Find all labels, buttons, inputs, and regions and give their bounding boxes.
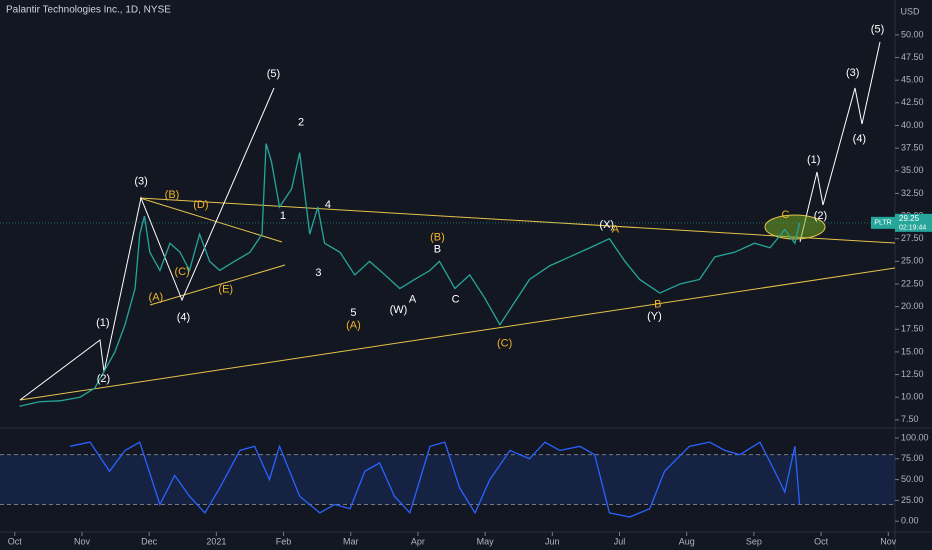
wave-label: (1) (807, 154, 820, 166)
wave-label: (3) (134, 176, 147, 188)
wave-label: 1 (280, 210, 286, 222)
wave-label: (1) (96, 317, 109, 329)
highlight-ellipse (764, 214, 826, 240)
trend-line (139, 197, 896, 244)
y-tick-label: 47.50 (901, 52, 924, 62)
x-tick-label: Sep (746, 536, 762, 546)
wave-label: 2 (298, 117, 304, 129)
x-tick-label: Dec (141, 536, 158, 546)
symbol-tag (871, 216, 895, 229)
wave-label: C (782, 209, 790, 221)
wave-label: C (452, 293, 460, 305)
drawings (19, 41, 896, 401)
x-tick-label: Aug (679, 536, 695, 546)
x-tick-label: May (477, 536, 495, 546)
y-tick-label: 10.00 (901, 392, 924, 402)
projection-path (799, 41, 881, 243)
x-tick-label: Nov (880, 536, 897, 546)
x-tick-label: Feb (276, 536, 292, 546)
y-tick-label: 25.00 (901, 495, 924, 505)
wave-label: (3) (846, 67, 859, 79)
trend-line (149, 264, 286, 306)
countdown: 02:19:44 (899, 225, 926, 232)
x-tick-label: Jun (545, 536, 560, 546)
wave-label: (C) (174, 266, 189, 278)
wave-label: (2) (814, 210, 827, 222)
chart-title: Palantir Technologies Inc., 1D, NYSE (6, 5, 171, 16)
trend-line (19, 267, 896, 401)
y-tick-label: 12.50 (901, 369, 924, 379)
y-tick-label: 32.50 (901, 188, 924, 198)
y-tick-label: 75.00 (901, 453, 924, 463)
wave-label: (Y) (647, 310, 662, 322)
wave-label: (E) (218, 283, 233, 295)
y-tick-label: 45.00 (901, 75, 924, 85)
wave-label: 5 (350, 307, 356, 319)
x-tick-label: Oct (814, 536, 829, 546)
y-tick-label: 20.00 (901, 301, 924, 311)
x-tick-label: Nov (74, 536, 91, 546)
symbol-label: PLTR (874, 220, 891, 227)
price-tag (895, 213, 932, 232)
wave-path (19, 87, 275, 401)
wave-label: (X) (599, 219, 614, 231)
wave-label: 4 (325, 199, 331, 211)
wave-label: (W) (390, 304, 408, 316)
y-tick-label: 17.50 (901, 324, 924, 334)
y-tick-label: 35.00 (901, 165, 924, 175)
wave-label: B (434, 243, 441, 255)
x-tick-label: Oct (8, 536, 23, 546)
currency: USD (900, 6, 920, 16)
y-tick-label: 22.50 (901, 278, 924, 288)
wave-label: (A) (346, 320, 361, 332)
wave-label: (5) (267, 68, 280, 80)
wave-label: B (654, 299, 661, 311)
wave-label: A (409, 293, 417, 305)
y-tick-label: 27.50 (901, 233, 924, 243)
x-tick-label: Jul (614, 536, 626, 546)
y-tick-label: 50.00 (901, 474, 924, 484)
x-tick-label: 2021 (206, 536, 226, 546)
wave-label: (2) (97, 373, 110, 385)
y-tick-label: 0.00 (901, 516, 919, 526)
wave-label: (4) (177, 311, 190, 323)
series-line (19, 143, 801, 407)
y-tick-label: 100.00 (901, 432, 929, 442)
wave-label: A (612, 224, 620, 236)
x-tick-label: Mar (343, 536, 359, 546)
series-line (69, 441, 801, 518)
y-tick-label: 25.00 (901, 256, 924, 266)
y-tick-label: 15.00 (901, 346, 924, 356)
wave-label: (B) (430, 232, 445, 244)
band (0, 454, 895, 505)
price-label: 29.25 (899, 214, 920, 223)
y-tick-label: 7.50 (901, 414, 919, 424)
y-tick-label: 50.00 (901, 29, 924, 39)
y-tick-label: 37.50 (901, 143, 924, 153)
wave-label: (D) (193, 199, 208, 211)
y-tick-label: 42.50 (901, 97, 924, 107)
wave-label: (C) (497, 338, 512, 350)
wave-label: (A) (149, 291, 164, 303)
y-tick-label: 40.00 (901, 120, 924, 130)
x-tick-label: Apr (411, 536, 425, 546)
trend-line (139, 197, 283, 243)
wave-label: (4) (853, 133, 866, 145)
wave-label: (5) (871, 23, 884, 35)
wave-label: (B) (165, 189, 180, 201)
wave-label: 3 (315, 267, 321, 279)
